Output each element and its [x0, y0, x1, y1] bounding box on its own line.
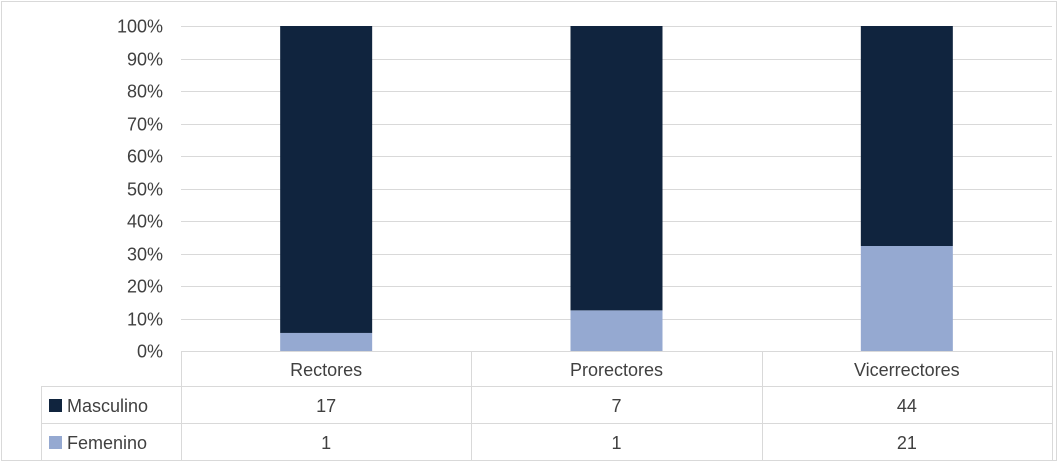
- table-value-masculino: 7: [611, 396, 621, 416]
- legend-label-femenino: Femenino: [67, 433, 147, 453]
- bar-masculino-vicerrectores: [860, 26, 953, 246]
- y-tick-label: 20%: [127, 277, 163, 297]
- category-label: Vicerrectores: [854, 360, 960, 380]
- legend-key-masculino: [49, 399, 62, 412]
- y-tick-label: 80%: [127, 82, 163, 102]
- legend-key-femenino: [49, 436, 62, 449]
- bar-femenino-vicerrectores: [860, 246, 953, 351]
- y-tick-label: 50%: [127, 180, 163, 200]
- y-axis-tick-labels: 0% 10% 20% 30% 40% 50% 60% 70% 80% 90% 100%: [117, 17, 163, 362]
- bar-femenino-prorectores: [570, 310, 663, 351]
- table-value-femenino: 21: [897, 433, 917, 453]
- y-tick-label: 60%: [127, 147, 163, 167]
- table-value-femenino: 1: [321, 433, 331, 453]
- table-value-masculino: 44: [897, 396, 917, 416]
- y-tick-label: 70%: [127, 115, 163, 135]
- data-table: Rectores Prorectores Vicerrectores Masculin…: [41, 351, 1053, 461]
- y-tick-label: 10%: [127, 310, 163, 330]
- bar-masculino-prorectores: [570, 26, 663, 311]
- bar-masculino-rectores: [280, 26, 373, 333]
- category-label: Prorectores: [570, 360, 663, 380]
- y-tick-label: 100%: [117, 17, 163, 37]
- y-tick-label: 30%: [127, 245, 163, 265]
- y-tick-label: 0%: [137, 342, 163, 362]
- bar-femenino-rectores: [280, 332, 373, 351]
- legend-label-masculino: Masculino: [67, 396, 148, 416]
- table-value-masculino: 17: [316, 396, 336, 416]
- bars: [280, 26, 953, 351]
- category-label: Rectores: [290, 360, 362, 380]
- table-value-femenino: 1: [611, 433, 621, 453]
- y-tick-label: 90%: [127, 50, 163, 70]
- y-tick-label: 40%: [127, 212, 163, 232]
